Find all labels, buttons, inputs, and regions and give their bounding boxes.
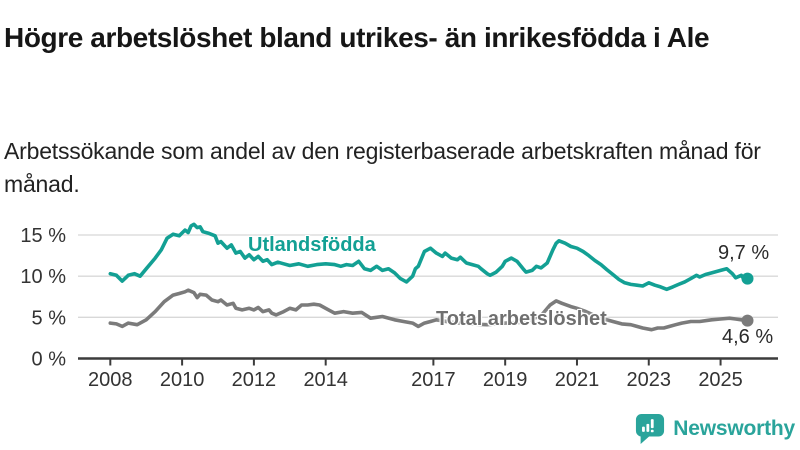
svg-text:2021: 2021 [555, 369, 600, 391]
svg-text:15 %: 15 % [20, 225, 66, 247]
svg-text:2008: 2008 [88, 369, 133, 391]
svg-text:10 %: 10 % [20, 266, 66, 288]
series-lines [108, 222, 750, 332]
svg-text:2012: 2012 [232, 369, 277, 391]
y-axis-labels: 0 % 5 % 10 % 15 % [20, 225, 66, 370]
svg-text:0 %: 0 % [32, 349, 67, 371]
series-label-total-arbetsloshet: Total arbetslöshet [436, 308, 607, 330]
end-value-label-total: 4,6 % [722, 326, 774, 348]
page-title: Högre arbetslöshet bland utrikes- än inr… [4, 21, 710, 53]
svg-text:5 %: 5 % [32, 307, 67, 329]
svg-text:2019: 2019 [483, 369, 528, 391]
newsworthy-wordmark: Newsworthy [673, 417, 795, 440]
svg-text:2017: 2017 [411, 369, 456, 391]
newsworthy-bubble-chart-icon [636, 414, 665, 444]
gridlines [78, 234, 778, 318]
svg-text:2010: 2010 [160, 369, 205, 391]
series-label-utlandsfodda: Utlandsfödda [248, 234, 376, 256]
svg-text:2023: 2023 [627, 369, 672, 391]
line-chart: 0 %5 %10 %15 % 2008 2010 2012 2014 2017 2019 2… [20, 222, 778, 391]
series-end-dots [741, 272, 754, 327]
svg-text:2014: 2014 [303, 369, 348, 391]
chart-subtitle: Arbetssökande som andel av den registerb… [4, 138, 761, 197]
end-value-label-utlandsfodda: 9,7 % [718, 242, 770, 264]
x-axis [78, 357, 778, 366]
newsworthy-logo: Newsworthy [635, 413, 795, 445]
x-axis-labels: 2008 2010 2012 2014 2017 2019 2021 2023 2025 [88, 369, 743, 391]
svg-text:2025: 2025 [698, 369, 743, 391]
